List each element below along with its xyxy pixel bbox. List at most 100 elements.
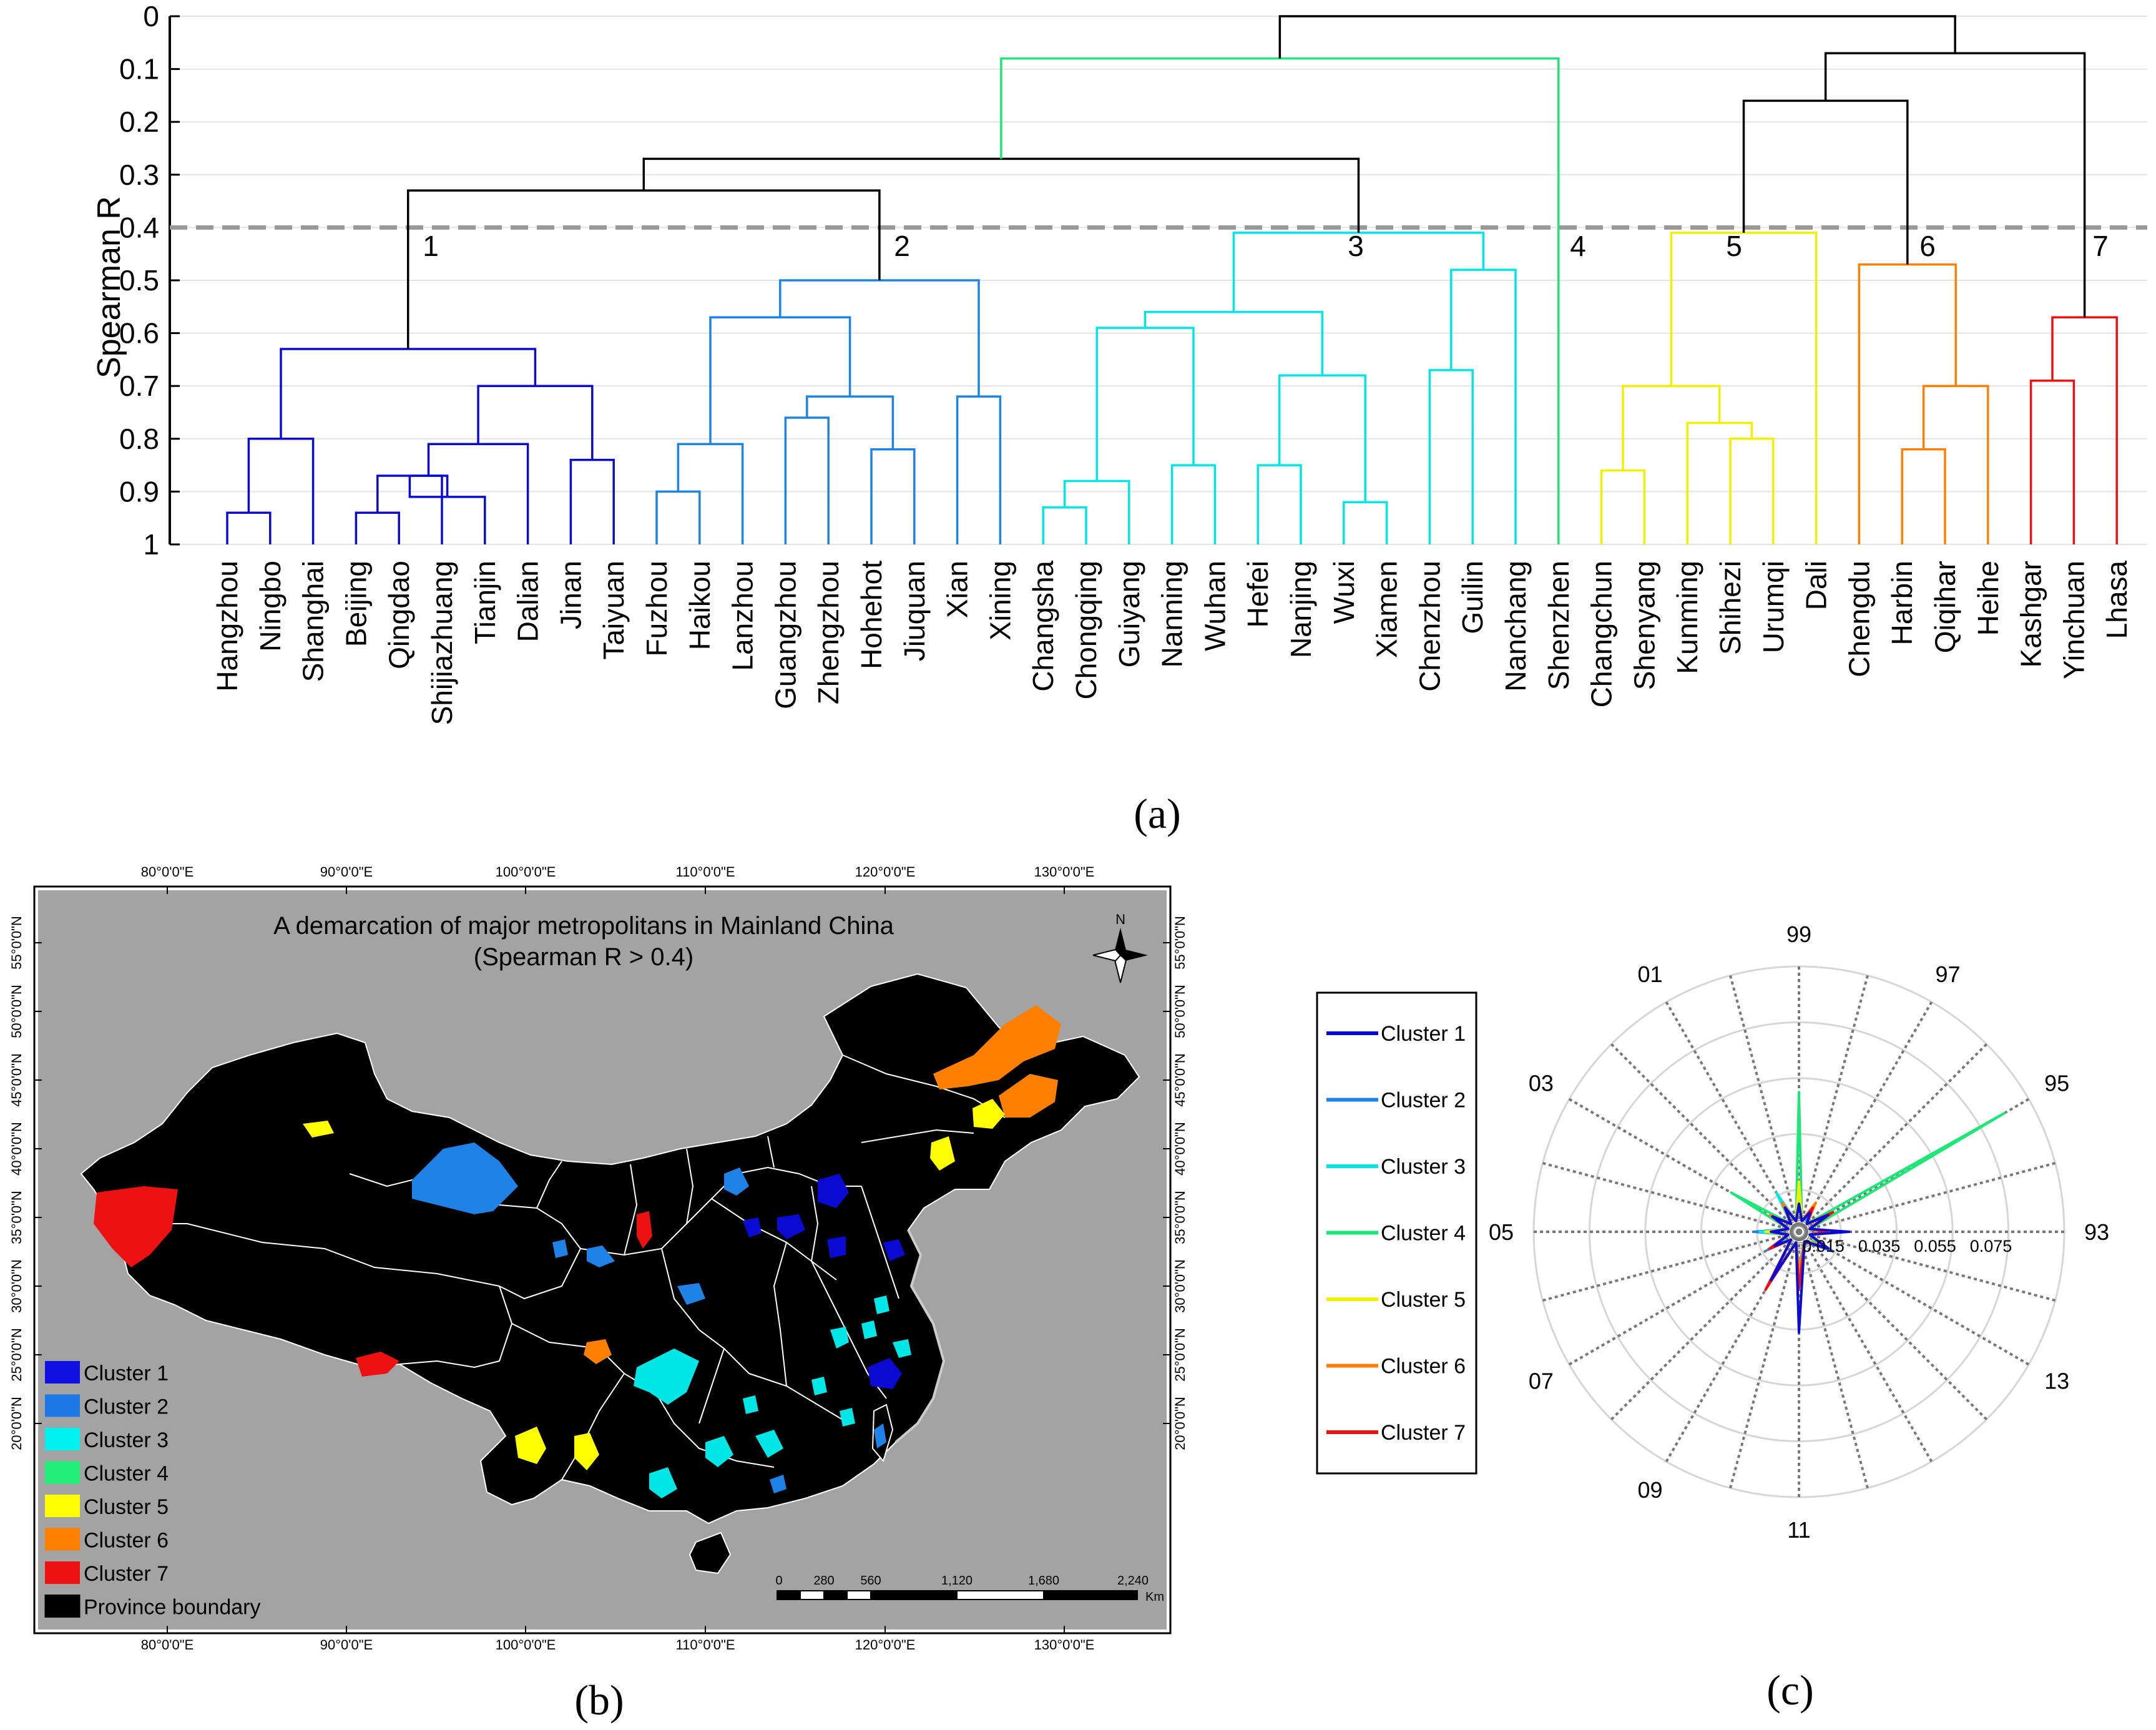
lat-label-left: 40°0'0"N: [9, 1122, 24, 1176]
cluster-number: 3: [1348, 230, 1364, 262]
city-label: Jiuquan: [898, 561, 931, 661]
dendrogram-link: [1858, 263, 1957, 544]
scale-label: 0: [775, 1574, 782, 1588]
y-tick-label: 1: [143, 528, 159, 561]
scale-label: 280: [813, 1574, 834, 1588]
radar-radius-labels: 0.015 0.035 0.055 0.075: [1802, 1237, 2012, 1256]
scale-label: 1,120: [941, 1574, 973, 1588]
radar-ring-inner: [1781, 1214, 1816, 1249]
region-cluster-1: [818, 1174, 849, 1208]
region-cluster-5: [515, 1427, 546, 1464]
city-label: Tianjin: [469, 561, 501, 644]
radar-spoke: [1610, 1231, 1800, 1420]
city-label: Jinan: [554, 561, 587, 629]
lat-label-right: 25°0'0"N: [1172, 1328, 1188, 1382]
city-label: Shenyang: [1628, 561, 1660, 690]
city-label: Shenzhen: [1542, 561, 1575, 690]
region-cluster-3: [861, 1320, 877, 1339]
panel-c-radar: Cluster 1 Cluster 2 Cluster 3 Cluster 4 Clus…: [1316, 922, 2109, 1714]
radar-spoke: [1798, 1231, 2056, 1302]
lon-label-bottom: 110°0'0"E: [675, 1637, 735, 1653]
legend-swatch: [44, 1595, 81, 1618]
dendrogram-link: [1000, 57, 1560, 544]
lat-label-right: 20°0'0"N: [1172, 1397, 1188, 1450]
city-label: Haikou: [684, 561, 716, 650]
region-cluster-3: [743, 1395, 758, 1414]
y-axis-label: Spearman R: [91, 196, 127, 378]
latitude-labels-right: 55°0'0"N 50°0'0"N 45°0'0"N 40°0'0"N 35°0'0"N…: [1172, 916, 1188, 1450]
city-label: Urumqi: [1757, 561, 1790, 653]
region-cluster-3: [840, 1408, 855, 1427]
radar-spoke: [1729, 1231, 1800, 1489]
radar-spoke: [1798, 1231, 1987, 1420]
radar-spoke: [1798, 1043, 1987, 1233]
region-cluster-1: [743, 1217, 762, 1237]
city-label: Hangzhou: [211, 561, 243, 692]
region-cluster-1: [777, 1214, 805, 1239]
radar-spoke: [1542, 1162, 1800, 1233]
cluster-number: 7: [2092, 230, 2109, 262]
radar-angle-label: 99: [1786, 922, 1811, 947]
radar-spoke: [1542, 1231, 1800, 1302]
legend-swatch: [45, 1428, 80, 1450]
radar-angle-label: 05: [1489, 1219, 1514, 1245]
lon-label-bottom: 100°0'0"E: [496, 1637, 556, 1653]
region-cluster-3: [874, 1295, 889, 1314]
legend-label: Cluster 5: [1381, 1288, 1466, 1312]
city-label: Guilin: [1456, 561, 1489, 634]
radar-angle-label: 11: [1787, 1517, 1810, 1543]
dendrogram-link: [1170, 464, 1217, 544]
legend-label: Cluster 7: [84, 1562, 169, 1586]
radar-radius-label: 0.075: [1970, 1237, 2012, 1256]
region-cluster-3: [755, 1430, 783, 1458]
city-label: Lhasa: [2100, 561, 2133, 639]
city-label: Dalian: [512, 561, 544, 642]
radar-spoke: [1568, 1098, 1800, 1233]
legend-label: Cluster 5: [84, 1495, 169, 1519]
latitude-labels-left: 55°0'0"N 50°0'0"N 45°0'0"N 40°0'0"N 35°0'0"N…: [9, 916, 24, 1450]
region-cluster-2: [552, 1239, 568, 1258]
y-tick-label: 0.5: [119, 264, 159, 297]
city-label: Shijiazhuang: [426, 561, 458, 725]
scale-segment: [800, 1590, 825, 1600]
region-cluster-1: [827, 1236, 846, 1258]
legend-swatch: [45, 1394, 80, 1417]
city-label: Nanjing: [1285, 561, 1317, 658]
lon-label-top: 110°0'0"E: [675, 864, 735, 880]
dendrogram-link: [1670, 232, 1818, 544]
region-cluster-7: [356, 1352, 399, 1377]
lat-label-left: 25°0'0"N: [9, 1328, 24, 1382]
dendrogram-links: [226, 15, 2118, 544]
region-cluster-3: [893, 1339, 911, 1358]
city-label: Chenzhou: [1413, 561, 1446, 692]
region-cluster-1: [883, 1239, 905, 1261]
radar-spoke: [1798, 1231, 1933, 1463]
dendrogram-link: [1742, 99, 1909, 265]
lon-label-bottom: 120°0'0"E: [855, 1637, 916, 1653]
lat-label-left: 35°0'0"N: [9, 1191, 24, 1244]
radar-angle-label: 09: [1637, 1477, 1662, 1503]
radar-radius-label: 0.015: [1802, 1237, 1845, 1256]
city-label: Guiyang: [1113, 561, 1145, 667]
lon-label-top: 120°0'0"E: [855, 864, 916, 880]
city-label: Lanzhou: [727, 561, 759, 671]
lat-label-right: 40°0'0"N: [1172, 1122, 1188, 1176]
coastal-outline: [894, 1229, 946, 1443]
radar-spoke: [1798, 1162, 2056, 1233]
city-label: Xining: [984, 561, 1016, 641]
lat-label-left: 30°0'0"N: [9, 1259, 24, 1313]
region-cluster-2: [677, 1283, 705, 1305]
dendrogram-link: [477, 385, 594, 460]
radar-angle-label: 95: [2044, 1071, 2069, 1096]
y-tick-label: 0.2: [119, 106, 159, 138]
radar-angle-label: 93: [2084, 1219, 2109, 1245]
region-cluster-2: [587, 1246, 615, 1267]
radar-spoke: [1798, 1001, 1933, 1233]
radar-grid: [1532, 965, 2065, 1498]
scale-segment: [956, 1590, 1044, 1600]
city-label: Qingdao: [383, 561, 415, 669]
region-cluster-2: [770, 1475, 786, 1493]
radar-angle-label: 97: [1935, 961, 1960, 987]
scale-segment: [777, 1590, 801, 1600]
